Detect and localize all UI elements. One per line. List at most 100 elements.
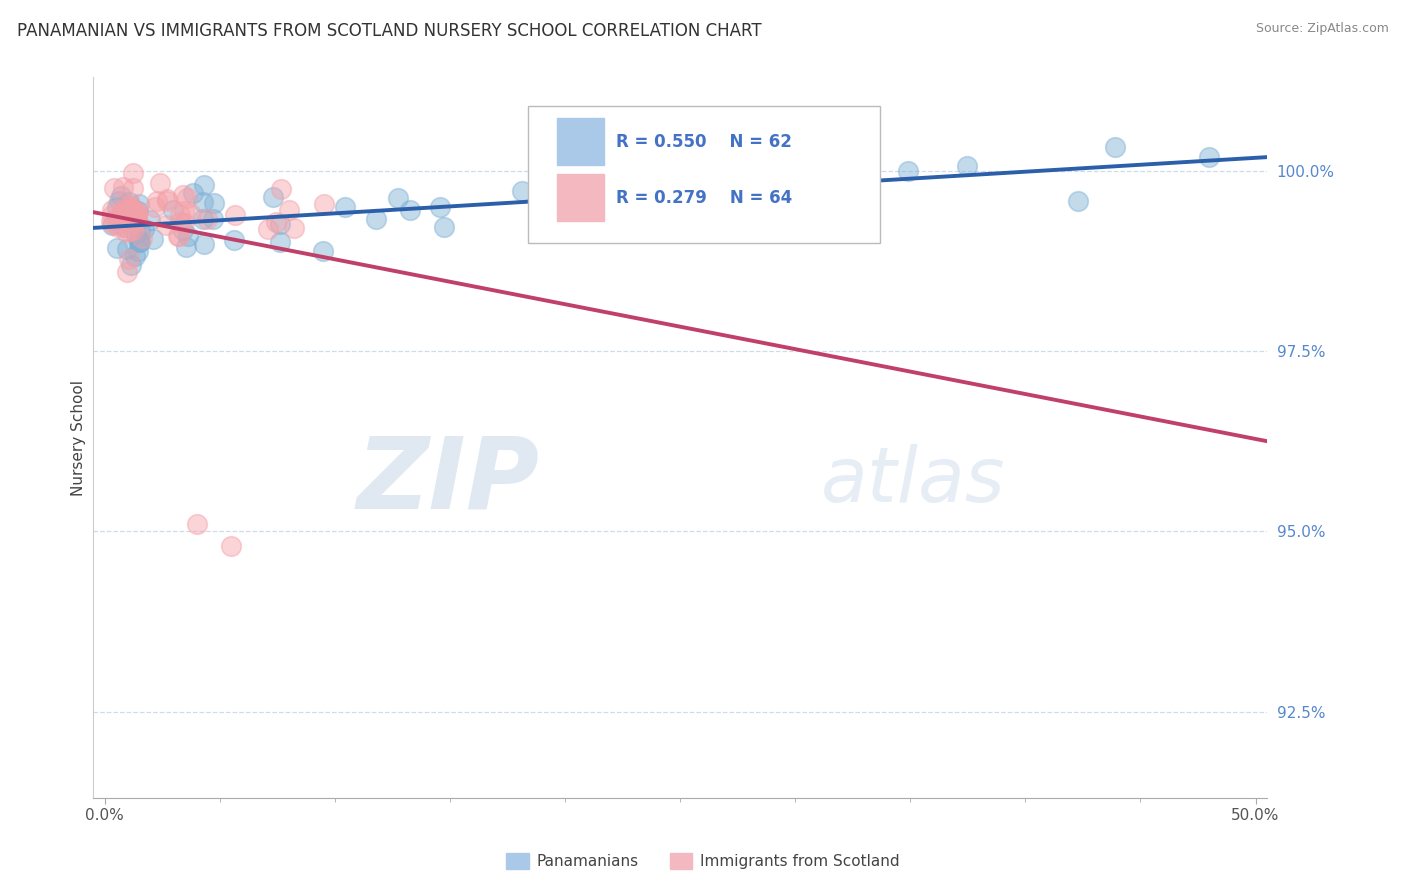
Point [121, 201, 143, 215]
Point [312, 244, 335, 258]
Point [128, 234, 150, 248]
Point [149, 176, 172, 190]
Point [127, 244, 149, 258]
Point [122, 222, 145, 236]
Point [125, 204, 148, 219]
Point [108, 209, 131, 223]
Point [852, 203, 875, 218]
Point [121, 201, 143, 215]
Point [120, 258, 142, 272]
Point [387, 190, 409, 204]
Point [193, 237, 215, 252]
Text: R = 0.279    N = 64: R = 0.279 N = 64 [616, 189, 792, 207]
Point [173, 187, 195, 202]
Point [101, 208, 124, 222]
Point [270, 182, 292, 196]
Point [264, 215, 287, 229]
Point [128, 235, 150, 249]
Point [142, 232, 165, 246]
Point [155, 218, 177, 232]
Point [186, 517, 208, 532]
Point [429, 200, 451, 214]
Point [219, 539, 242, 553]
Text: atlas: atlas [821, 444, 1005, 518]
Point [101, 217, 124, 231]
Point [117, 242, 139, 256]
Point [1104, 140, 1126, 154]
Point [115, 209, 138, 223]
Point [433, 220, 456, 235]
Point [124, 204, 146, 219]
Point [173, 216, 195, 230]
Point [128, 197, 150, 211]
Point [183, 186, 205, 201]
Point [127, 208, 149, 222]
Point [699, 192, 721, 206]
Point [125, 212, 148, 227]
Point [107, 194, 129, 208]
Point [125, 212, 148, 227]
Point [202, 196, 225, 211]
Point [193, 178, 215, 192]
Point [550, 146, 572, 161]
Point [312, 197, 335, 211]
Point [333, 200, 356, 214]
Point [399, 203, 422, 218]
Point [122, 166, 145, 180]
Point [120, 203, 142, 218]
Point [827, 170, 849, 185]
FancyBboxPatch shape [557, 118, 603, 165]
Text: ZIP: ZIP [356, 433, 540, 530]
Point [510, 184, 533, 198]
Point [172, 222, 194, 236]
Point [105, 200, 128, 214]
Point [755, 194, 778, 208]
Point [173, 203, 195, 218]
Point [125, 207, 148, 221]
Point [111, 203, 134, 218]
Point [125, 211, 148, 225]
FancyBboxPatch shape [557, 175, 603, 221]
Point [256, 222, 278, 236]
Point [131, 231, 153, 245]
Point [202, 212, 225, 227]
Point [128, 224, 150, 238]
Point [283, 220, 305, 235]
Point [180, 207, 202, 221]
Point [117, 200, 139, 214]
Point [191, 194, 214, 209]
Point [100, 218, 122, 232]
Point [110, 189, 132, 203]
Point [127, 203, 149, 218]
Point [122, 211, 145, 225]
Point [167, 229, 190, 244]
Point [124, 249, 146, 263]
Point [269, 217, 291, 231]
Point [115, 199, 138, 213]
Text: R = 0.550    N = 62: R = 0.550 N = 62 [616, 133, 792, 151]
Point [897, 163, 920, 178]
Text: PANAMANIAN VS IMMIGRANTS FROM SCOTLAND NURSERY SCHOOL CORRELATION CHART: PANAMANIAN VS IMMIGRANTS FROM SCOTLAND N… [17, 22, 762, 40]
Point [101, 203, 124, 218]
Point [169, 208, 191, 222]
Point [107, 217, 129, 231]
Text: Source: ZipAtlas.com: Source: ZipAtlas.com [1256, 22, 1389, 36]
Point [118, 224, 141, 238]
Point [115, 206, 138, 220]
Point [278, 203, 301, 218]
Legend: Panamanians, Immigrants from Scotland: Panamanians, Immigrants from Scotland [501, 847, 905, 875]
Y-axis label: Nursery School: Nursery School [72, 380, 86, 496]
Point [174, 239, 197, 253]
Point [134, 221, 156, 235]
Point [112, 219, 135, 234]
Point [114, 225, 136, 239]
Point [111, 207, 134, 221]
Point [191, 212, 214, 227]
Point [105, 241, 128, 255]
Point [100, 214, 122, 228]
Point [162, 202, 184, 217]
Point [115, 264, 138, 278]
Point [169, 214, 191, 228]
Point [956, 159, 979, 173]
Point [111, 180, 134, 194]
